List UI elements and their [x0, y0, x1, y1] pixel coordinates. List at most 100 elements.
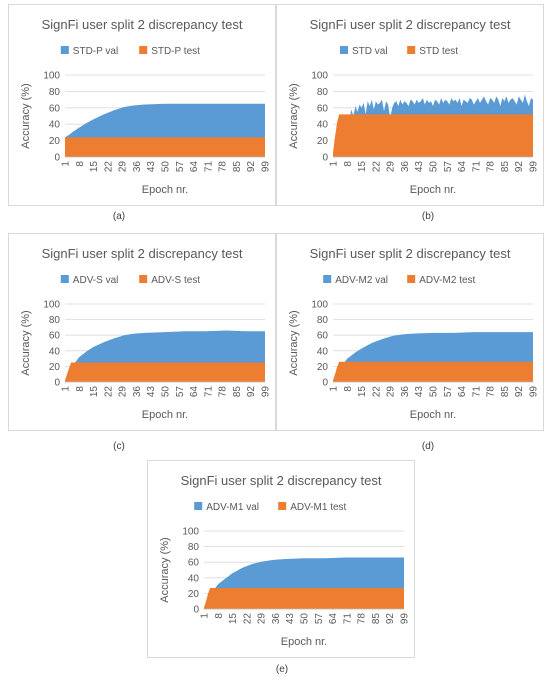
- x-tick-label: 29: [118, 386, 129, 398]
- x-axis-label: Epoch nr.: [142, 184, 188, 196]
- x-tick-label: 50: [429, 161, 440, 173]
- x-tick-label: 15: [357, 386, 368, 398]
- y-tick-label: 60: [49, 103, 61, 114]
- x-tick-label: 64: [457, 386, 468, 398]
- y-axis-label: Accuracy (%): [159, 537, 171, 602]
- chart-title: SignFi user split 2 discrepancy test: [310, 246, 511, 261]
- legend: ADV-M1 val ADV-M1 test: [194, 502, 347, 513]
- x-tick-label: 78: [218, 161, 229, 173]
- caption-b: (b): [421, 211, 435, 222]
- series-area-1: [204, 587, 404, 609]
- legend-label-1: ADV-M1 test: [290, 502, 346, 513]
- x-tick-label: 43: [285, 613, 296, 625]
- legend-label-0: ADV-M1 val: [206, 502, 259, 513]
- y-tick-label: 40: [317, 120, 329, 131]
- x-tick-label: 64: [189, 386, 200, 398]
- x-tick-label: 57: [314, 613, 325, 625]
- caption-c: (c): [113, 441, 125, 452]
- x-tick-label: 1: [61, 161, 72, 167]
- x-tick-label: 71: [203, 386, 214, 398]
- x-tick-label: 15: [89, 386, 100, 398]
- y-tick-label: 100: [182, 527, 199, 538]
- y-axis-label: Accuracy (%): [20, 310, 32, 375]
- x-tick-label: 78: [486, 161, 497, 173]
- y-tick-label: 100: [311, 300, 328, 311]
- y-tick-label: 40: [317, 346, 329, 357]
- x-tick-label: 57: [443, 386, 454, 398]
- x-tick-label: 50: [429, 386, 440, 398]
- y-tick-label: 60: [317, 103, 329, 114]
- x-tick-label: 29: [386, 161, 397, 173]
- y-tick-label: 0: [193, 605, 199, 616]
- y-tick-label: 80: [317, 87, 329, 98]
- chart-svg: SignFi user split 2 discrepancy test ADV-…: [159, 473, 411, 648]
- x-tick-label: 29: [118, 161, 129, 173]
- x-tick-label: 92: [385, 613, 396, 625]
- chart-panel-c: SignFi user split 2 discrepancy test ADV-…: [8, 233, 276, 431]
- x-tick-label: 1: [329, 161, 340, 167]
- y-tick-label: 20: [188, 589, 200, 600]
- legend-swatch-0: [340, 46, 348, 54]
- x-tick-label: 1: [61, 386, 72, 392]
- caption-d: (d): [421, 441, 435, 452]
- legend-swatch-1: [407, 275, 416, 283]
- legend-swatch-0: [60, 46, 69, 54]
- legend: STD-P val STD-P test: [60, 46, 200, 57]
- x-tick-label: 8: [75, 161, 86, 167]
- legend: ADV-S val ADV-S test: [60, 275, 200, 286]
- legend-swatch-0: [194, 502, 203, 510]
- x-tick-label: 92: [514, 161, 525, 173]
- legend: STD val STD test: [340, 46, 458, 57]
- x-tick-label: 85: [232, 386, 243, 398]
- x-tick-label: 22: [371, 386, 382, 398]
- chart-title: SignFi user split 2 discrepancy test: [42, 17, 243, 32]
- y-axis-label: Accuracy (%): [288, 83, 300, 148]
- y-tick-label: 60: [317, 331, 329, 342]
- y-tick-label: 80: [49, 315, 61, 326]
- x-tick-label: 1: [200, 613, 211, 619]
- x-tick-label: 92: [246, 386, 257, 398]
- chart-svg: SignFi user split 2 discrepancy test STD-…: [20, 17, 272, 196]
- y-tick-label: 0: [322, 378, 328, 389]
- series-area-1: [333, 114, 533, 157]
- caption-e: (e): [275, 664, 289, 675]
- x-tick-label: 71: [342, 613, 353, 625]
- chart-svg: SignFi user split 2 discrepancy test STD …: [288, 17, 540, 196]
- y-tick-label: 20: [317, 136, 329, 147]
- x-tick-label: 15: [89, 161, 100, 173]
- y-tick-label: 20: [49, 362, 61, 373]
- legend-swatch-1: [407, 46, 416, 54]
- x-tick-label: 22: [371, 161, 382, 173]
- x-tick-label: 29: [257, 613, 268, 625]
- x-axis-label: Epoch nr.: [410, 184, 456, 196]
- x-tick-label: 29: [386, 386, 397, 398]
- chart-panel-a: SignFi user split 2 discrepancy test STD-…: [8, 4, 276, 206]
- legend-swatch-0: [323, 275, 332, 283]
- y-tick-label: 100: [43, 300, 60, 311]
- legend-swatch-1: [278, 502, 287, 510]
- x-tick-label: 43: [414, 161, 425, 173]
- x-axis-label: Epoch nr.: [281, 636, 327, 648]
- chart-title: SignFi user split 2 discrepancy test: [42, 246, 243, 261]
- x-tick-label: 36: [400, 161, 411, 173]
- x-tick-label: 22: [242, 613, 253, 625]
- legend-swatch-1: [139, 275, 148, 283]
- x-tick-label: 36: [132, 386, 143, 398]
- y-tick-label: 100: [43, 71, 60, 82]
- legend-swatch-0: [60, 275, 69, 283]
- y-tick-label: 40: [188, 573, 200, 584]
- legend: ADV-M2 val ADV-M2 test: [323, 275, 476, 286]
- legend-label-0: STD-P val: [73, 46, 118, 57]
- x-tick-label: 8: [343, 161, 354, 167]
- x-tick-label: 22: [103, 161, 114, 173]
- x-tick-label: 92: [246, 161, 257, 173]
- x-tick-label: 71: [203, 161, 214, 173]
- legend-swatch-1: [139, 46, 148, 54]
- x-tick-label: 22: [103, 386, 114, 398]
- x-tick-label: 99: [529, 161, 540, 173]
- chart-title: SignFi user split 2 discrepancy test: [181, 473, 382, 488]
- x-tick-label: 8: [75, 386, 86, 392]
- x-tick-label: 85: [500, 161, 511, 173]
- chart-panel-b: SignFi user split 2 discrepancy test STD …: [276, 4, 544, 206]
- legend-label-0: ADV-M2 val: [335, 275, 388, 286]
